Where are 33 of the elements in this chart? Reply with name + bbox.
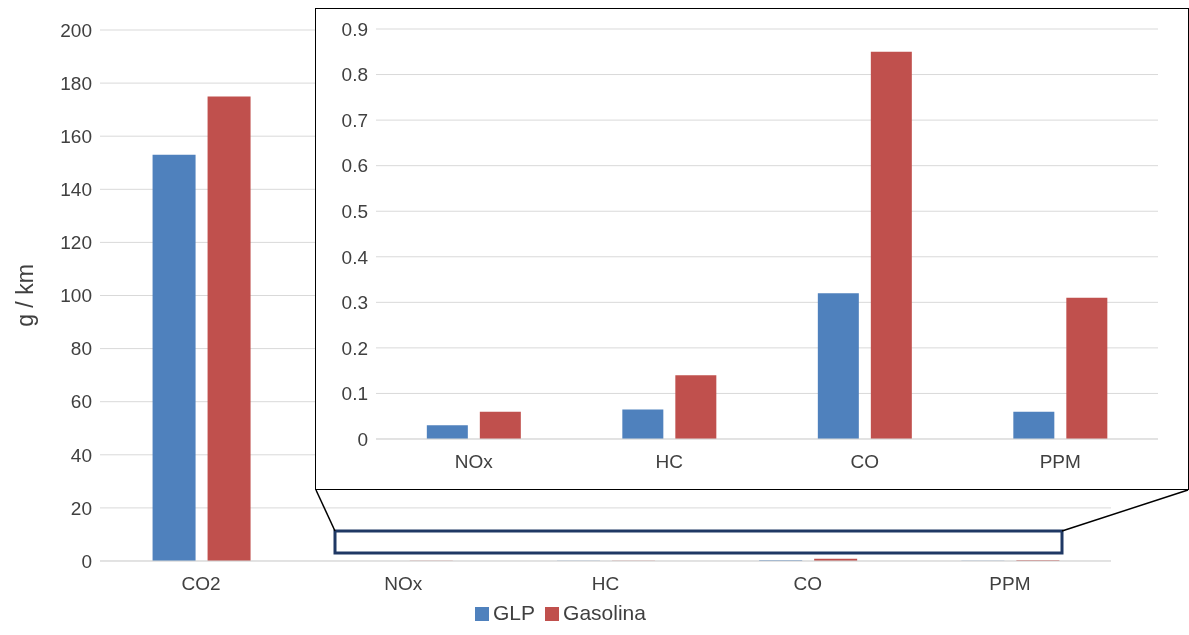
x-tick-label: PPM xyxy=(989,573,1031,595)
x-tick-label: CO xyxy=(793,573,822,595)
y-axis-title: g / km xyxy=(12,264,39,327)
y-tick-label: 40 xyxy=(70,444,92,466)
x-tick-label: HC xyxy=(655,451,683,473)
y-tick-label: 0.5 xyxy=(341,200,368,222)
x-tick-label: PPM xyxy=(1039,451,1081,473)
x-tick-label: CO xyxy=(850,451,879,473)
y-tick-label: 0.8 xyxy=(341,64,368,86)
y-tick-label: 200 xyxy=(60,19,92,41)
y-tick-label: 0.6 xyxy=(341,155,368,177)
y-tick-label: 20 xyxy=(70,497,92,519)
x-tick-label: NOx xyxy=(384,573,423,595)
y-tick-label: 160 xyxy=(60,125,92,147)
y-tick-label: 0.4 xyxy=(341,246,369,268)
legend-label: Gasolina xyxy=(563,601,646,624)
y-tick-label: 0.9 xyxy=(341,18,368,40)
y-tick-label: 80 xyxy=(70,338,92,360)
y-tick-label: 0.3 xyxy=(341,292,368,314)
y-tick-label: 0 xyxy=(81,550,92,572)
y-tick-label: 0.2 xyxy=(341,337,368,359)
x-tick-label: HC xyxy=(591,573,620,595)
y-tick-label: 120 xyxy=(60,232,92,254)
y-tick-label: 100 xyxy=(60,285,92,307)
y-tick-label: 60 xyxy=(70,391,92,413)
y-tick-label: 0.7 xyxy=(341,109,368,131)
y-tick-label: 0.1 xyxy=(341,383,368,405)
legend-label: GLP xyxy=(493,601,536,624)
x-tick-label: CO2 xyxy=(181,573,221,595)
y-tick-label: 140 xyxy=(60,179,92,201)
x-tick-label: NOx xyxy=(454,451,494,473)
y-tick-label: 180 xyxy=(60,72,92,94)
y-tick-label: 0 xyxy=(357,428,368,450)
